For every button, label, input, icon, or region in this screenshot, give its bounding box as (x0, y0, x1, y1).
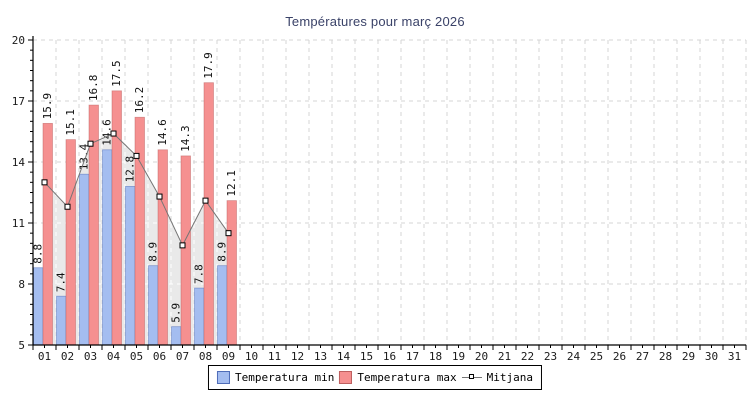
bar-value-label: 5.9 (170, 303, 183, 323)
legend-label-mitjana: Mitjana (486, 371, 534, 384)
bar-value-label: 7.4 (55, 272, 68, 292)
bar-value-label: 16.2 (133, 87, 146, 114)
y-tick-label: 5 (18, 339, 25, 352)
x-tick-label: 07 (176, 350, 189, 363)
bar-value-label: 7.8 (193, 264, 206, 284)
x-tick-label: 26 (613, 350, 626, 363)
x-tick-label: 27 (636, 350, 649, 363)
bar-value-label: 8.8 (32, 244, 45, 264)
bar-value-label: 15.9 (41, 93, 54, 120)
x-tick-label: 05 (130, 350, 143, 363)
x-tick-label: 14 (337, 350, 351, 363)
bar-value-label: 14.3 (179, 125, 192, 152)
mitjana-square-glyph (468, 374, 474, 379)
x-tick-label: 20 (475, 350, 488, 363)
bar-value-label: 14.6 (156, 119, 169, 146)
legend-swatch-max-icon (339, 371, 353, 384)
x-tick-labels: 01 02 03 04 05 06 07 08 09 10 11 12 13 14 15 16 17 18 19 20… (38, 350, 741, 363)
bar-max-02 (65, 139, 76, 346)
x-ticks (32, 345, 747, 350)
x-tick-label: 02 (61, 350, 74, 363)
legend-mitjana-marker-icon (461, 371, 482, 384)
x-tick-label: 10 (245, 350, 258, 363)
mitjana-markers (41, 130, 232, 249)
mitjana-marker-05 (133, 152, 140, 159)
legend: Temperatura min Temperatura max Mitjana (207, 365, 543, 390)
x-tick-label: 31 (728, 350, 741, 363)
mitjana-marker-02 (64, 203, 71, 210)
bar-min-08 (194, 287, 205, 346)
mitjana-marker-01 (41, 179, 48, 186)
mitjana-marker-08 (202, 197, 209, 204)
x-tick-label: 04 (107, 350, 121, 363)
legend-label-max: Temperatura max (357, 371, 457, 384)
bar-value-label: 17.5 (110, 60, 123, 87)
legend-label-min: Temperatura min (234, 371, 335, 384)
mitjana-marker-07 (179, 242, 186, 249)
bar-value-label: 17.9 (202, 52, 215, 79)
bar-value-label: 15.1 (64, 109, 77, 136)
x-tick-label: 12 (291, 350, 304, 363)
x-tick-label: 13 (314, 350, 327, 363)
x-tick-label: 11 (268, 350, 281, 363)
bars: 8.8 15.9 7.4 15.113.4 16.8 14.6 17.5 12.8 16.2 8.… (32, 52, 238, 346)
x-tick-label: 18 (429, 350, 442, 363)
bar-max-09 (226, 200, 237, 346)
x-tick-label: 01 (38, 350, 51, 363)
bar-max-05 (134, 116, 145, 346)
x-tick-label: 29 (682, 350, 695, 363)
y-tick-label: 14 (12, 156, 26, 169)
x-tick-label: 08 (199, 350, 212, 363)
mitjana-marker-03 (87, 140, 94, 147)
bar-value-label: 12.1 (225, 170, 238, 197)
x-tick-label: 16 (383, 350, 396, 363)
bar-value-label: 12.8 (124, 156, 137, 183)
mitjana-marker-09 (225, 230, 232, 237)
bar-max-01 (42, 122, 53, 346)
bar-value-label: 8.9 (147, 242, 160, 262)
x-tick-label: 19 (452, 350, 465, 363)
legend-swatch-min-icon (216, 371, 230, 384)
x-tick-label: 15 (360, 350, 373, 363)
x-tick-label: 25 (590, 350, 603, 363)
gridlines (33, 39, 747, 345)
y-tick-label: 17 (12, 95, 25, 108)
bar-min-07 (171, 326, 182, 346)
bar-min-02 (56, 295, 67, 346)
bar-min-03 (79, 173, 90, 346)
y-tick-label: 8 (18, 278, 25, 291)
x-tick-label: 03 (84, 350, 97, 363)
bar-min-01 (33, 267, 44, 346)
y-tick-labels: 5 8 11 14 17 20 (12, 34, 26, 352)
x-tick-label: 28 (659, 350, 672, 363)
y-tick-label: 11 (12, 217, 25, 230)
bar-value-label: 13.4 (78, 143, 91, 170)
y-tick-label: 20 (12, 34, 25, 47)
bar-value-label: 14.6 (101, 119, 114, 146)
x-tick-label: 09 (222, 350, 235, 363)
bar-max-08 (203, 82, 214, 346)
bar-value-label: 16.8 (87, 75, 100, 102)
bar-min-05 (125, 186, 136, 346)
x-tick-label: 24 (567, 350, 581, 363)
bar-value-label: 8.9 (216, 242, 229, 262)
chart-title: Températures pour març 2026 (285, 14, 465, 29)
bar-min-06 (148, 265, 159, 346)
bar-min-04 (102, 149, 113, 346)
x-tick-label: 06 (153, 350, 166, 363)
x-tick-label: 21 (498, 350, 511, 363)
mitjana-marker-04 (110, 130, 117, 137)
x-tick-label: 17 (406, 350, 419, 363)
mitjana-marker-06 (156, 193, 163, 200)
y-ticks (28, 39, 33, 346)
bar-min-09 (217, 265, 228, 346)
x-tick-label: 23 (544, 350, 557, 363)
x-tick-label: 22 (521, 350, 534, 363)
x-tick-label: 30 (705, 350, 718, 363)
